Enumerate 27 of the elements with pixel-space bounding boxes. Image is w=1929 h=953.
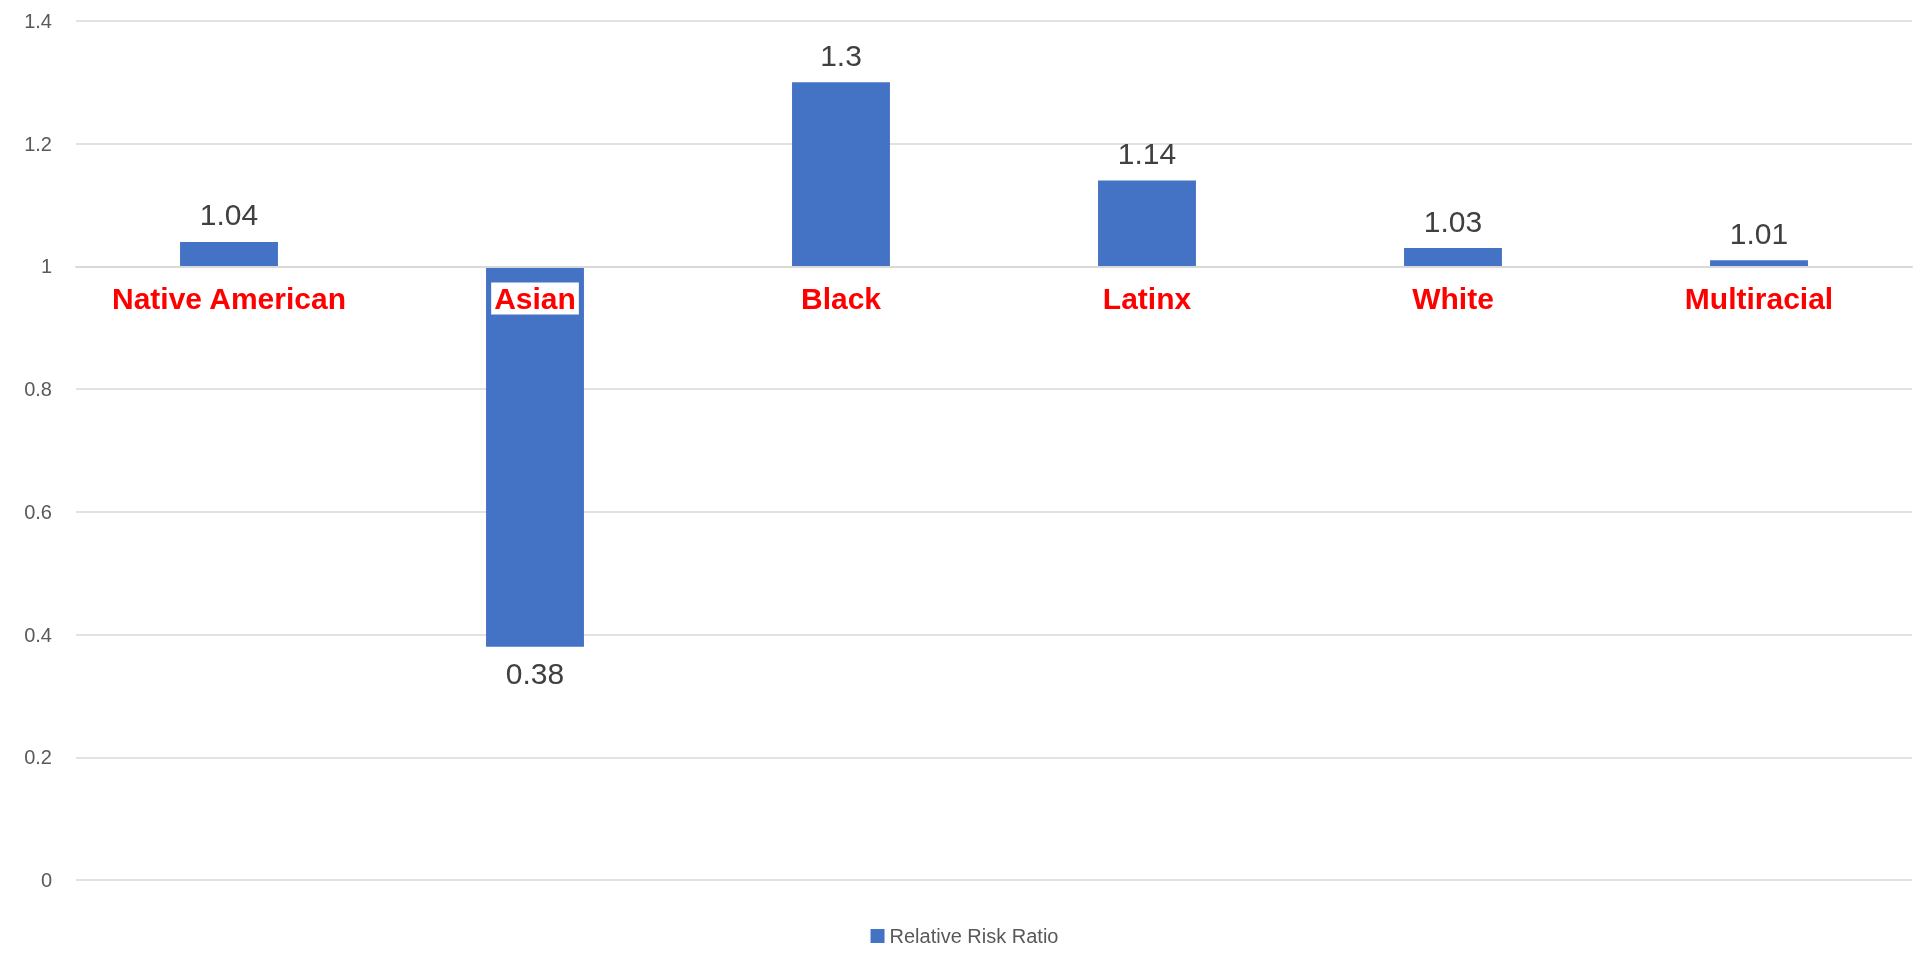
x-tick-label: White — [1412, 281, 1494, 315]
y-tick-label: 0.8 — [24, 378, 52, 401]
bar — [1404, 248, 1502, 267]
bar — [486, 266, 584, 647]
data-label: 0.38 — [505, 657, 565, 691]
y-tick-label: 0.2 — [24, 746, 52, 769]
x-tick-label: Asian — [494, 281, 576, 315]
x-tick-label: Native American — [112, 281, 346, 315]
x-tick-label: Black — [800, 281, 882, 315]
y-tick-label: 0 — [40, 869, 52, 891]
bar — [792, 82, 890, 267]
x-tick-label: Multiracial — [1684, 281, 1834, 315]
x-tick-label: Latinx — [1102, 281, 1192, 315]
y-tick-label: 1.4 — [24, 10, 52, 32]
data-label: 1.04 — [199, 198, 259, 232]
bar — [180, 241, 278, 267]
bar — [1710, 260, 1808, 267]
data-label: 1.03 — [1423, 204, 1483, 238]
y-tick-label: 1 — [40, 255, 52, 278]
data-label: 1.3 — [820, 38, 862, 72]
y-tick-label: 0.4 — [24, 623, 52, 646]
y-tick-label: 0.6 — [24, 500, 52, 523]
data-label: 1.14 — [1117, 137, 1177, 171]
legend-label: Relative Risk Ratio — [889, 925, 1059, 947]
y-tick-label: 1.2 — [24, 132, 52, 155]
data-label: 1.01 — [1729, 216, 1789, 250]
bar — [1098, 180, 1196, 267]
